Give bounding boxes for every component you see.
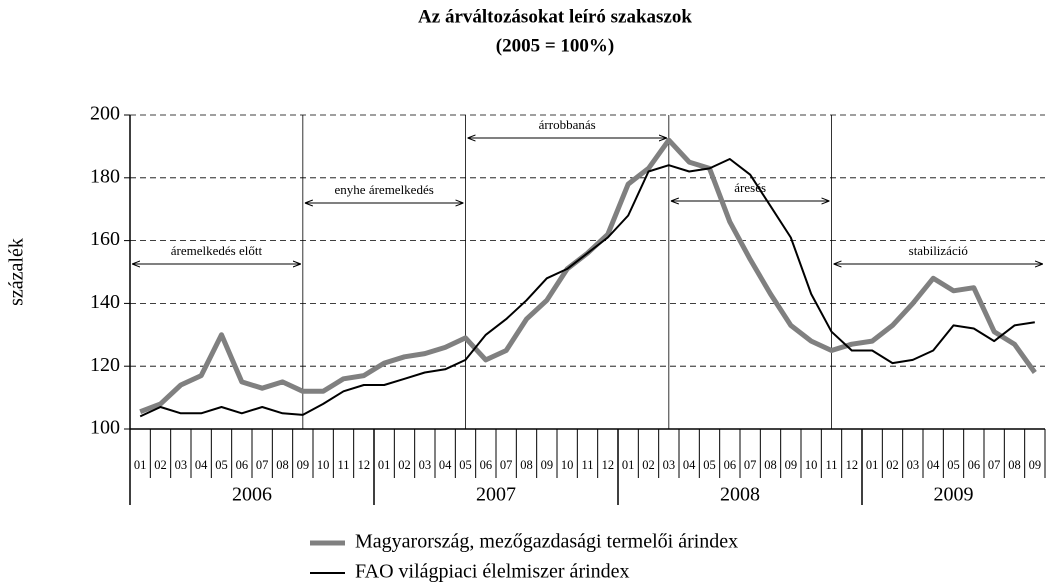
x-tick-label: 02 — [398, 458, 411, 472]
x-tick-label: 09 — [1029, 458, 1042, 472]
x-tick-label: 12 — [602, 458, 615, 472]
x-tick-label: 02 — [154, 458, 167, 472]
annotation: enyhe áremelkedés — [335, 182, 434, 197]
x-tick-label: 11 — [581, 458, 593, 472]
series-line — [139, 137, 1037, 415]
x-tick-label: 05 — [947, 458, 960, 472]
x-tick-label: 10 — [805, 458, 818, 472]
year-label: 2007 — [476, 484, 516, 506]
annotation: áremelkedés előtt — [171, 243, 263, 258]
x-tick-label: 07 — [500, 458, 513, 472]
x-tick-label: 03 — [663, 458, 676, 472]
x-tick-label: 11 — [825, 458, 837, 472]
x-tick-label: 05 — [703, 458, 716, 472]
y-tick-label: 100 — [90, 417, 120, 439]
y-tick-label: 120 — [90, 354, 120, 376]
x-tick-label: 01 — [134, 458, 147, 472]
x-tick-label: 04 — [439, 458, 452, 472]
x-tick-label: 10 — [561, 458, 574, 472]
x-tick-label: 01 — [866, 458, 879, 472]
x-tick-label: 03 — [419, 458, 432, 472]
x-tick-label: 09 — [297, 458, 310, 472]
x-tick-label: 02 — [886, 458, 899, 472]
y-tick-label: 180 — [90, 165, 120, 187]
chart-subtitle: (2005 = 100%) — [496, 35, 614, 56]
x-tick-label: 07 — [988, 458, 1001, 472]
x-tick-label: 01 — [378, 458, 391, 472]
legend-label: FAO világpiaci élelmiszer árindex — [355, 561, 630, 583]
x-tick-label: 08 — [764, 458, 777, 472]
legend-label: Magyarország, mezőgazdasági termelői ári… — [355, 531, 738, 553]
year-label: 2009 — [934, 484, 974, 506]
x-tick-label: 07 — [744, 458, 757, 472]
x-tick-label: 03 — [175, 458, 188, 472]
annotation: árrobbanás — [539, 117, 596, 132]
x-tick-label: 10 — [317, 458, 330, 472]
year-label: 2008 — [720, 484, 760, 506]
x-tick-label: 04 — [195, 458, 208, 472]
y-tick-label: 200 — [90, 103, 120, 125]
x-tick-label: 12 — [358, 458, 371, 472]
x-tick-label: 06 — [968, 458, 981, 472]
series-line — [139, 158, 1035, 418]
x-tick-label: 04 — [927, 458, 940, 472]
x-tick-label: 07 — [256, 458, 269, 472]
x-tick-label: 02 — [642, 458, 655, 472]
year-label: 2006 — [232, 484, 272, 506]
y-axis-label: százalék — [6, 238, 28, 306]
x-tick-label: 04 — [683, 458, 696, 472]
x-tick-label: 09 — [541, 458, 554, 472]
x-tick-label: 06 — [724, 458, 737, 472]
x-tick-label: 01 — [622, 458, 635, 472]
x-tick-label: 08 — [276, 458, 289, 472]
x-tick-label: 09 — [785, 458, 798, 472]
chart-title: Az árváltozásokat leíró szakaszok — [418, 6, 692, 27]
x-tick-label: 12 — [846, 458, 859, 472]
x-tick-label: 11 — [337, 458, 349, 472]
y-tick-label: 140 — [90, 291, 120, 313]
x-tick-label: 06 — [480, 458, 493, 472]
x-tick-label: 08 — [520, 458, 533, 472]
x-tick-label: 03 — [907, 458, 920, 472]
x-tick-label: 06 — [236, 458, 249, 472]
x-tick-label: 05 — [215, 458, 228, 472]
y-tick-label: 160 — [90, 228, 120, 250]
annotation: áresés — [734, 180, 766, 195]
x-tick-label: 05 — [459, 458, 472, 472]
annotation: stabilizáció — [909, 243, 968, 258]
x-tick-label: 08 — [1008, 458, 1021, 472]
